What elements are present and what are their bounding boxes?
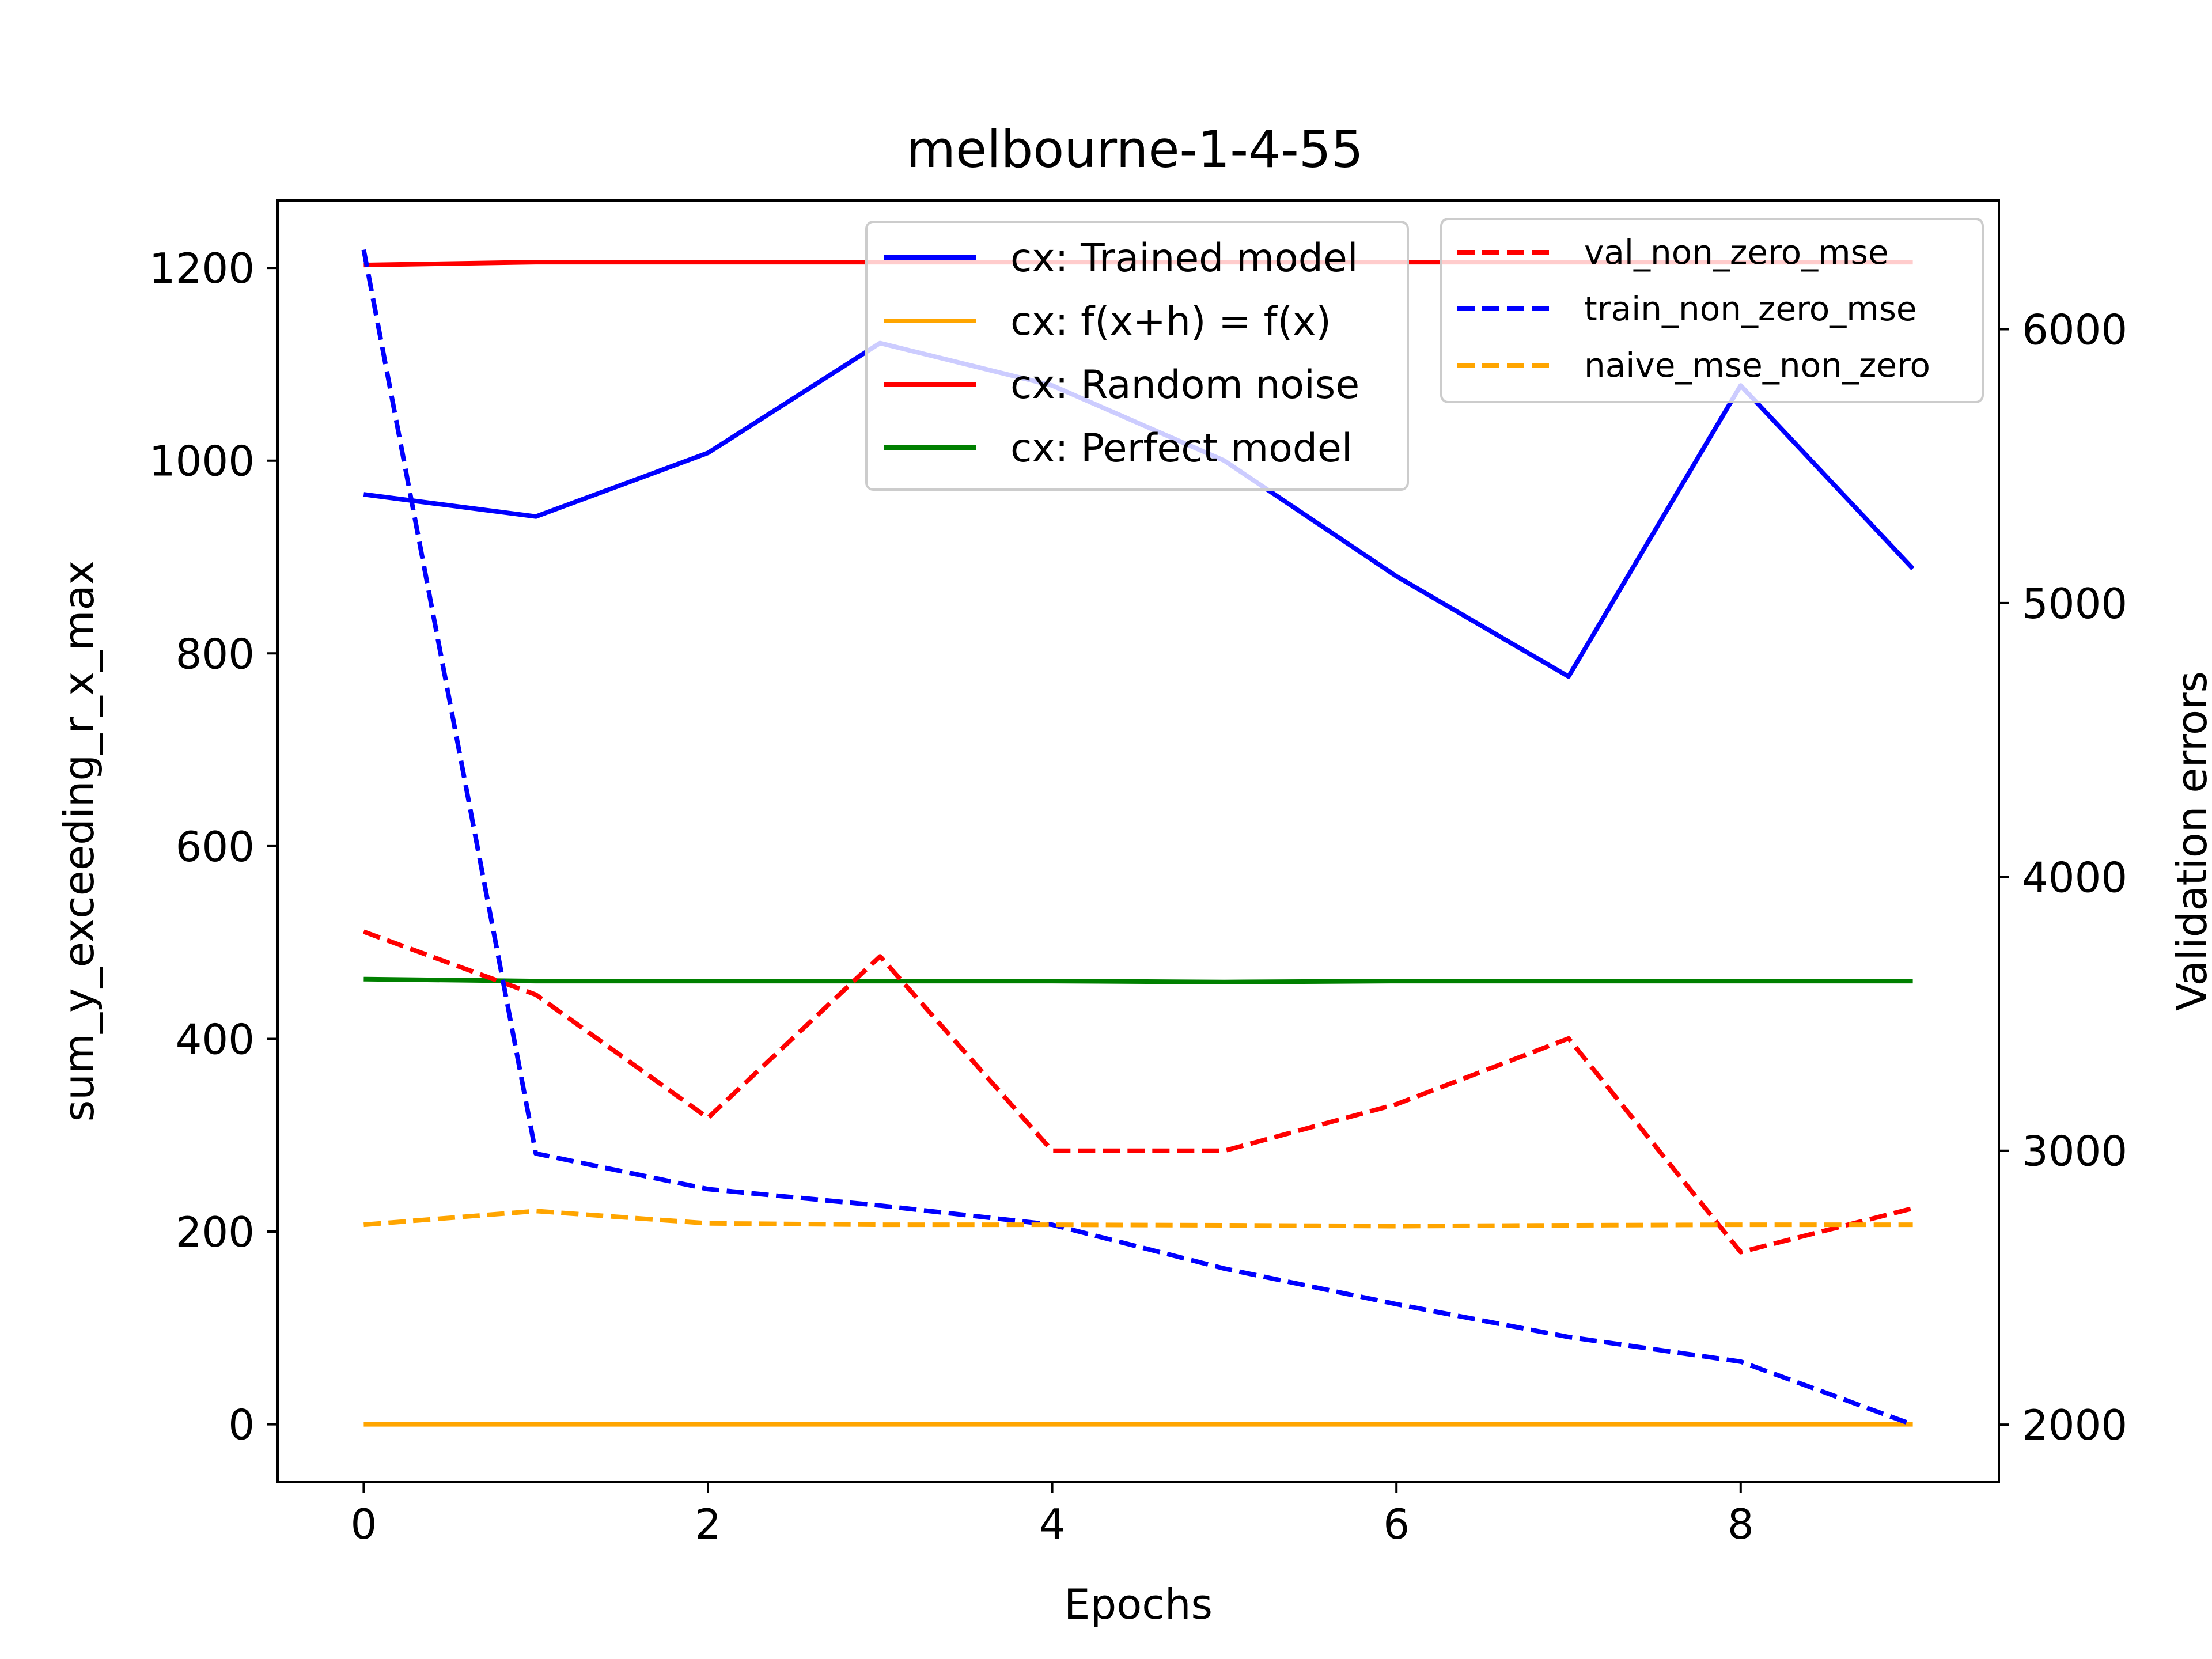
legend-right: val_non_zero_mse train_non_zero_mse naive_… — [1440, 218, 1984, 403]
left-y-tick-label: 800 — [176, 630, 255, 678]
left-y-axis-ticks: 0 200 400 600 800 1000 1200 — [149, 244, 278, 1449]
right-y-axis-label: Validation errors — [2168, 671, 2212, 1011]
legend-label-cx-f-x-h-f-x: cx: f(x+h) = f(x) — [1010, 299, 1331, 344]
series-line-naive-mse-non-zero — [363, 1209, 1913, 1229]
left-y-tick-label: 400 — [176, 1015, 255, 1063]
legend-label-cx-trained-model: cx: Trained model — [1010, 236, 1358, 281]
right-y-tick-label: 4000 — [2022, 853, 2127, 902]
legend-label-train-non-zero-mse: train_non_zero_mse — [1584, 289, 1917, 328]
series-line-train-non-zero-mse — [361, 249, 1914, 1427]
right-y-tick-label: 6000 — [2022, 305, 2127, 354]
series-line-val-non-zero-mse — [363, 929, 1914, 1255]
left-y-tick-label: 1000 — [149, 437, 255, 486]
legend-left-box — [865, 221, 1409, 491]
left-y-tick-label: 200 — [176, 1208, 255, 1256]
x-tick-label: 0 — [350, 1500, 377, 1548]
legend-label-val-non-zero-mse: val_non_zero_mse — [1584, 233, 1889, 272]
legend-left: cx: Trained model cx: f(x+h) = f(x) cx: Ra… — [865, 221, 1409, 491]
chart-title: melbourne-1-4-55 — [906, 120, 1363, 179]
right-y-tick-label: 2000 — [2022, 1401, 2127, 1449]
left-y-axis-label: sum_y_exceeding_r_x_max — [55, 560, 103, 1122]
plot-frame — [276, 199, 2000, 1483]
x-tick-label: 2 — [695, 1500, 721, 1548]
x-axis-ticks: 0 2 4 6 8 — [350, 1482, 1754, 1548]
left-y-tick-label: 1200 — [149, 244, 255, 293]
x-axis-label: Epochs — [1064, 1580, 1213, 1628]
series-line-cx-perfect-model — [363, 976, 1913, 984]
left-y-tick-label: 0 — [228, 1401, 255, 1449]
right-y-axis-ticks: 2000 3000 4000 5000 6000 — [1999, 305, 2127, 1449]
right-y-tick-label: 3000 — [2022, 1127, 2127, 1176]
x-tick-label: 6 — [1383, 1500, 1410, 1548]
x-tick-label: 8 — [1728, 1500, 1754, 1548]
legend-label-cx-perfect-model: cx: Perfect model — [1010, 426, 1353, 471]
legend-right-box — [1440, 218, 1984, 403]
right-y-tick-label: 5000 — [2022, 579, 2127, 628]
legend-label-cx-random-noise: cx: Random noise — [1010, 362, 1359, 408]
left-y-tick-label: 600 — [176, 823, 255, 871]
legend-label-naive-mse-non-zero: naive_mse_non_zero — [1584, 346, 1930, 385]
right-axis-lines — [361, 249, 1914, 1427]
x-tick-label: 4 — [1039, 1500, 1066, 1548]
